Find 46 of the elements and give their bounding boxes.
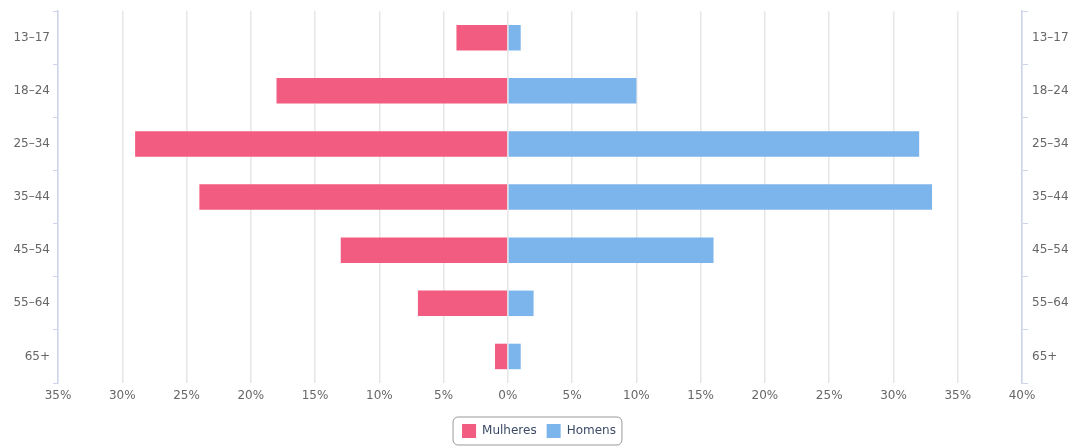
bar: [508, 290, 534, 317]
bar: [508, 343, 521, 370]
legend-label: Homens: [566, 423, 616, 438]
y-tick-label: 65+: [24, 348, 50, 363]
x-tick-label: 10%: [366, 388, 393, 403]
y2-tick-label: 25–34: [1032, 136, 1069, 151]
x-tick-label: 5%: [434, 388, 454, 403]
y2-tick-label: 18–24: [1032, 83, 1069, 97]
y2-tick-label: 65+: [1032, 348, 1058, 363]
x-tick-label: 5%: [562, 388, 582, 403]
x-tick-label: 20%: [751, 388, 779, 403]
bar: [456, 25, 508, 51]
x-tick-label: 40%: [1008, 388, 1036, 403]
bar: [199, 184, 508, 210]
x-tick-label: 30%: [880, 388, 907, 403]
bar: [495, 343, 508, 370]
x-tick-label: 15%: [687, 388, 714, 403]
y2-tick-label: 45–54: [1032, 242, 1069, 257]
bar: [508, 78, 637, 104]
bar: [508, 237, 714, 263]
x-tick-label: 20%: [237, 388, 265, 403]
bar: [508, 131, 920, 157]
x-tick-label: 35%: [44, 388, 72, 403]
y2-tick-label: 55–64: [1032, 295, 1069, 310]
y-tick-label: 55–64: [13, 295, 50, 310]
y-tick-label: 35–44: [13, 189, 50, 204]
x-tick-label: 10%: [623, 388, 650, 403]
bar: [417, 290, 508, 317]
bar: [508, 184, 933, 210]
x-tick-label: 25%: [815, 388, 843, 403]
bar: [508, 25, 521, 51]
x-tick-label: 25%: [173, 388, 200, 403]
bar: [135, 131, 508, 157]
y-tick-label: 13–17: [13, 29, 50, 44]
bar: [276, 78, 508, 104]
y2-tick-label: 35–44: [1032, 189, 1069, 204]
x-tick-label: 30%: [108, 388, 136, 403]
y-tick-label: 18–24: [13, 83, 50, 97]
x-tick-label: 15%: [301, 388, 329, 403]
y-tick-label: 25–34: [13, 136, 50, 151]
bar: [340, 237, 508, 263]
y-tick-label: 45–54: [13, 242, 50, 257]
x-tick-label: 35%: [944, 388, 972, 403]
legend-label: Mulheres: [482, 423, 537, 438]
x-tick-label: 0%: [498, 388, 518, 403]
y2-tick-label: 13–17: [1032, 29, 1069, 44]
